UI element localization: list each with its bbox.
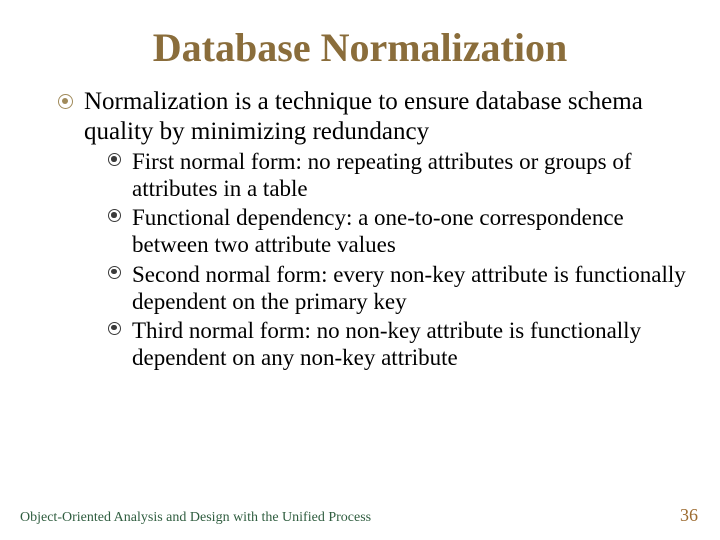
bullet-level2: First normal form: no repeating attribut…	[108, 148, 690, 202]
bullet-level2: Second normal form: every non-key attrib…	[108, 261, 690, 315]
circle-dot-icon	[108, 209, 121, 222]
circle-dot-icon	[108, 322, 121, 335]
level2-text: Third normal form: no non-key attribute …	[132, 317, 690, 371]
level2-text: Functional dependency: a one-to-one corr…	[132, 204, 690, 258]
level1-text: Normalization is a technique to ensure d…	[84, 87, 690, 146]
circle-dot-icon	[108, 153, 121, 166]
bullet-level2: Third normal form: no non-key attribute …	[108, 317, 690, 371]
page-number: 36	[680, 505, 698, 526]
footer-source: Object-Oriented Analysis and Design with…	[20, 510, 371, 526]
slide-title: Database Normalization	[0, 0, 720, 87]
circle-dot-icon	[58, 94, 73, 109]
level2-text: Second normal form: every non-key attrib…	[132, 261, 690, 315]
bullet-level1: Normalization is a technique to ensure d…	[58, 87, 690, 371]
sub-list: First normal form: no repeating attribut…	[84, 148, 690, 371]
circle-dot-icon	[108, 266, 121, 279]
content-area: Normalization is a technique to ensure d…	[0, 87, 720, 371]
level2-text: First normal form: no repeating attribut…	[132, 148, 690, 202]
footer: Object-Oriented Analysis and Design with…	[20, 505, 698, 526]
bullet-level2: Functional dependency: a one-to-one corr…	[108, 204, 690, 258]
slide: Database Normalization Normalization is …	[0, 0, 720, 540]
